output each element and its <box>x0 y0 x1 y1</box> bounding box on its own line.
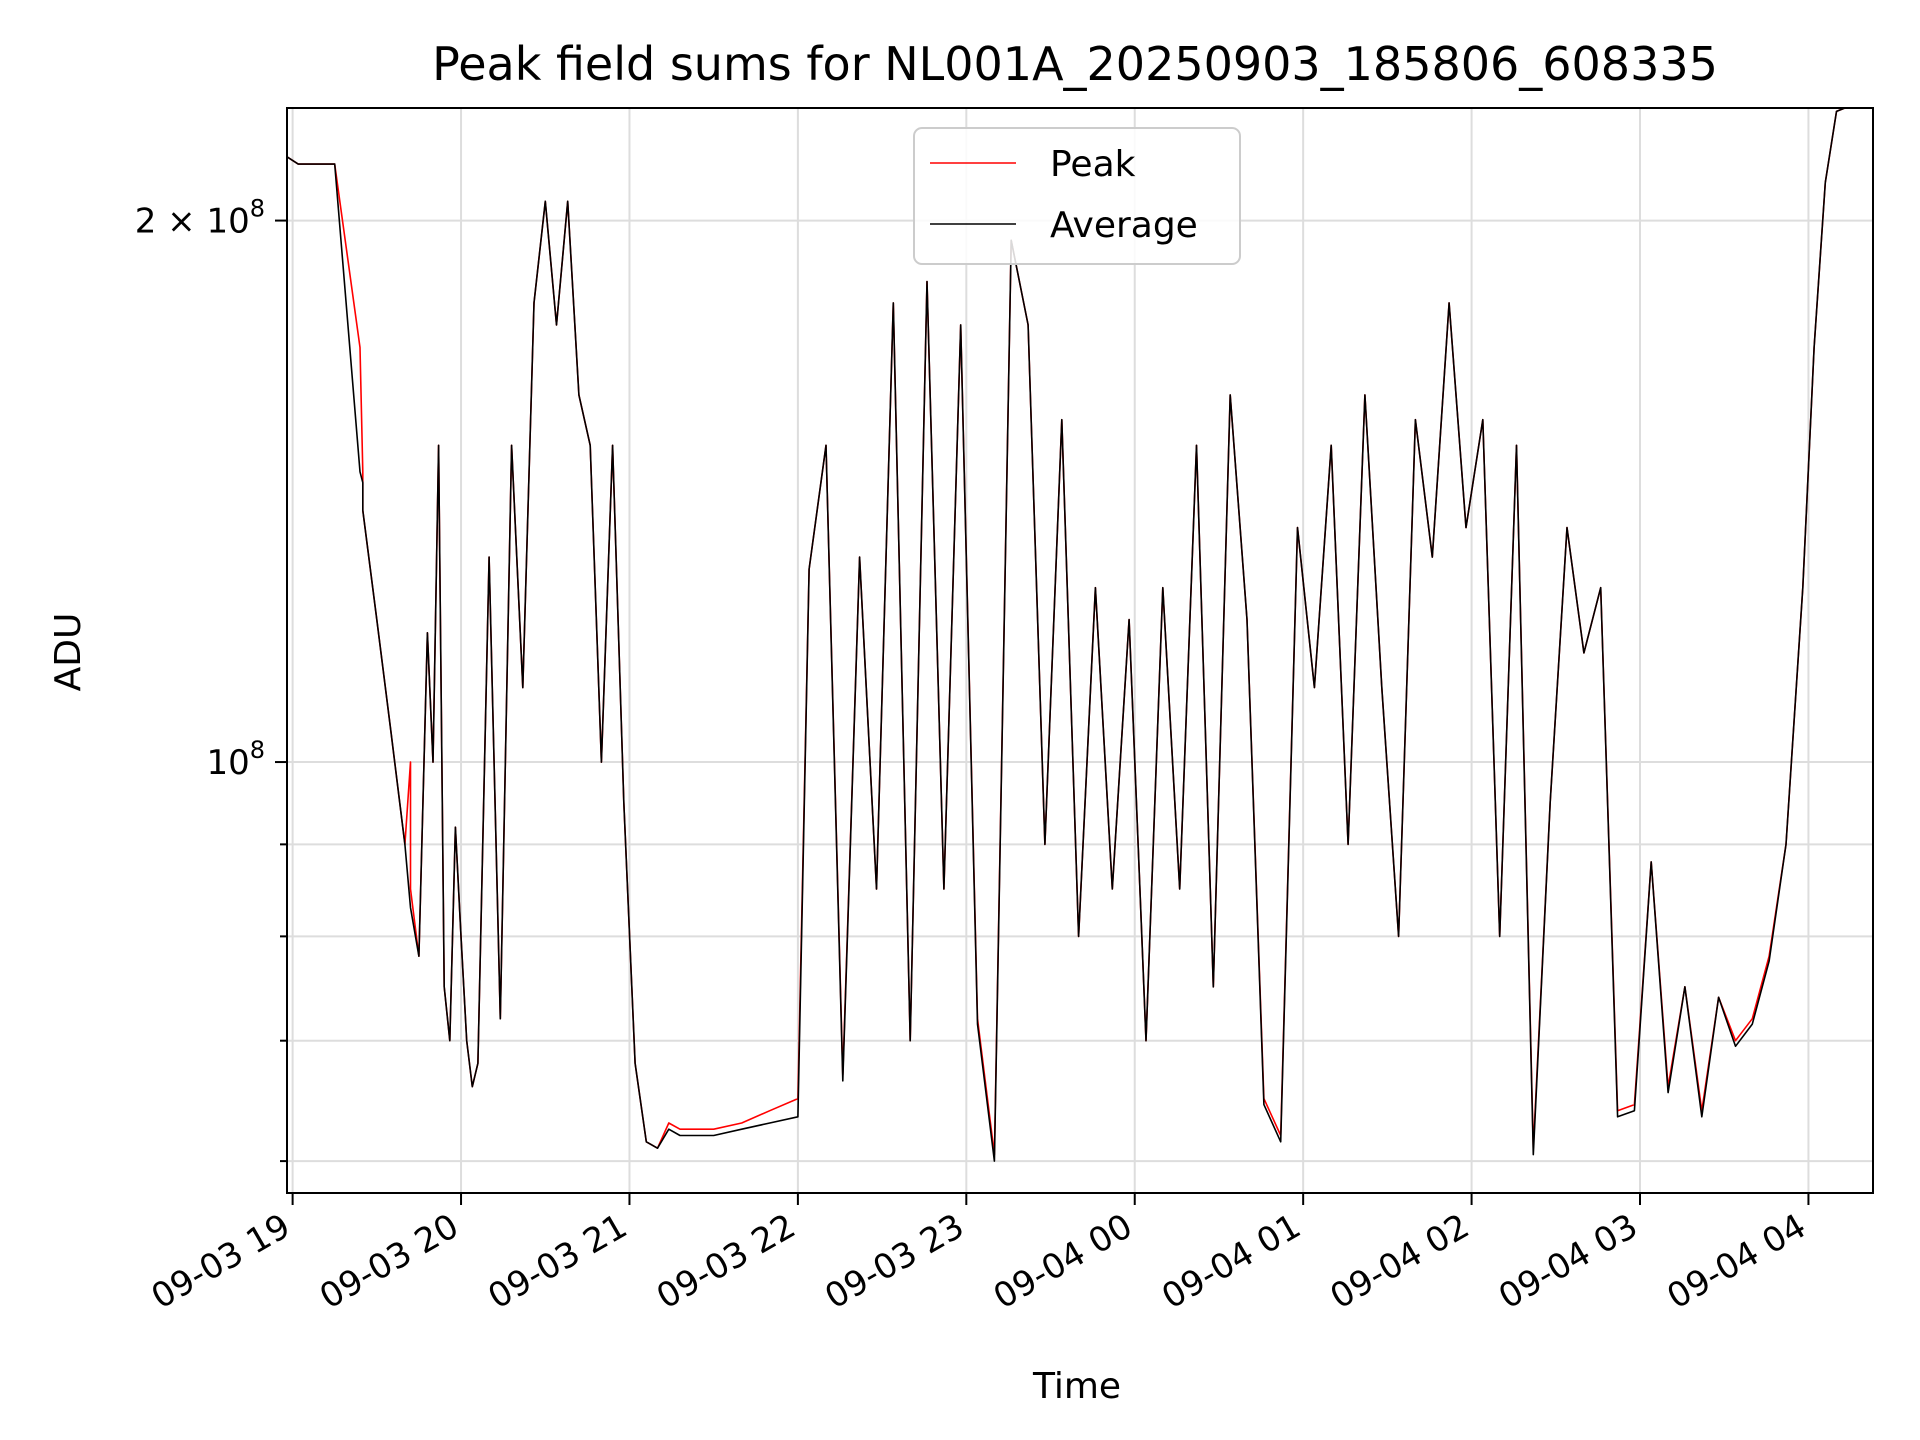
plot-area-frame <box>286 107 1874 1194</box>
legend: Peak Average <box>913 127 1241 265</box>
y-tick-label: 108 <box>206 736 265 783</box>
legend-box <box>913 127 1241 265</box>
grid-layer <box>287 108 1873 1193</box>
y-axis-label: ADU <box>48 613 89 692</box>
legend-label-average: Average <box>1050 205 1198 246</box>
series-layer <box>286 107 1846 1162</box>
y-tick-label: 2 × 108 <box>135 195 265 242</box>
y-axis: 108 2 × 108 <box>135 195 287 1163</box>
x-axis-label: Time <box>1032 1366 1121 1407</box>
legend-label-peak: Peak <box>1050 144 1136 185</box>
chart-title: Peak field sums for NL001A_20250903_1858… <box>432 37 1718 91</box>
series-line-average <box>286 107 1846 1162</box>
